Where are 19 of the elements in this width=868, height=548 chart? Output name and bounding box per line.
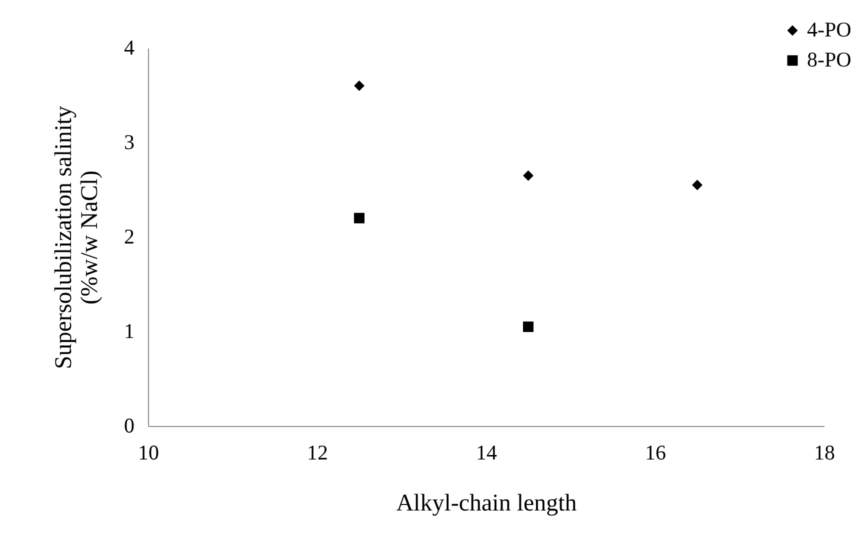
- x-axis-title: Alkyl-chain length: [396, 490, 577, 516]
- legend-label: 8-PO: [807, 48, 852, 72]
- y-tick-label: 1: [124, 319, 134, 343]
- point: [354, 80, 364, 92]
- point: [354, 212, 364, 224]
- x-tick-label: 16: [645, 440, 666, 464]
- x-tick-label: 12: [307, 440, 328, 464]
- x-tick-label: 18: [814, 440, 835, 464]
- point: [692, 180, 702, 190]
- legend-label: 4-PO: [807, 18, 852, 42]
- y-tick-label: 3: [124, 130, 134, 154]
- x-tick-label: 14: [476, 440, 498, 464]
- y-tick-label: 2: [124, 224, 134, 248]
- y-tick-label: 0: [124, 414, 134, 438]
- y-tick-label: 4: [124, 36, 135, 60]
- y-axis-title: Supersolubilization salinity (%w/w NaCl): [51, 106, 103, 370]
- point: [523, 170, 534, 181]
- point: [523, 322, 534, 332]
- x-tick-label: 10: [138, 440, 159, 464]
